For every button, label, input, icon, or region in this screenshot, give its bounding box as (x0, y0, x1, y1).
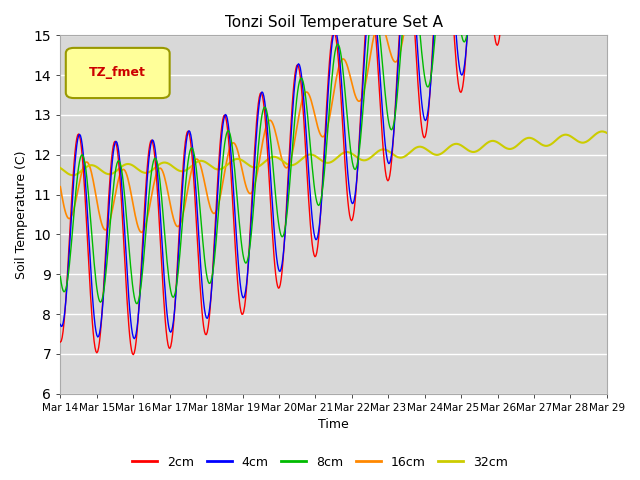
4cm (198, 278, 205, 284)
Y-axis label: Soil Temperature (C): Soil Temperature (C) (15, 150, 28, 279)
2cm (198, 306, 205, 312)
8cm (422, 82, 430, 87)
4cm (56, 322, 64, 327)
Line: 16cm: 16cm (60, 0, 607, 232)
32cm (380, 146, 387, 152)
2cm (129, 352, 137, 358)
Line: 32cm: 32cm (60, 132, 607, 175)
32cm (305, 152, 312, 157)
2cm (56, 339, 64, 345)
Text: TZ_fmet: TZ_fmet (90, 66, 146, 80)
16cm (154, 167, 162, 173)
32cm (422, 146, 430, 152)
Line: 4cm: 4cm (60, 0, 607, 339)
Legend: 2cm, 4cm, 8cm, 16cm, 32cm: 2cm, 4cm, 8cm, 16cm, 32cm (127, 451, 513, 474)
16cm (380, 24, 387, 30)
32cm (56, 165, 64, 171)
16cm (305, 91, 312, 96)
FancyBboxPatch shape (66, 48, 170, 98)
32cm (154, 162, 162, 168)
8cm (133, 301, 141, 307)
Title: Tonzi Soil Temperature Set A: Tonzi Soil Temperature Set A (225, 15, 443, 30)
8cm (56, 274, 64, 279)
4cm (305, 167, 312, 173)
32cm (198, 158, 205, 164)
16cm (422, 6, 430, 12)
32cm (603, 130, 611, 136)
16cm (198, 167, 205, 173)
2cm (305, 195, 312, 201)
X-axis label: Time: Time (318, 419, 349, 432)
8cm (305, 123, 312, 129)
4cm (131, 336, 138, 342)
32cm (469, 149, 477, 155)
32cm (598, 129, 606, 134)
16cm (138, 229, 145, 235)
32cm (69, 172, 77, 178)
4cm (380, 120, 387, 126)
2cm (380, 148, 387, 154)
8cm (154, 163, 162, 169)
8cm (380, 71, 387, 77)
Line: 2cm: 2cm (60, 0, 607, 355)
Line: 8cm: 8cm (60, 0, 607, 304)
8cm (198, 227, 205, 232)
2cm (422, 129, 430, 135)
2cm (154, 197, 162, 203)
4cm (422, 117, 430, 122)
16cm (56, 184, 64, 190)
4cm (154, 176, 162, 182)
